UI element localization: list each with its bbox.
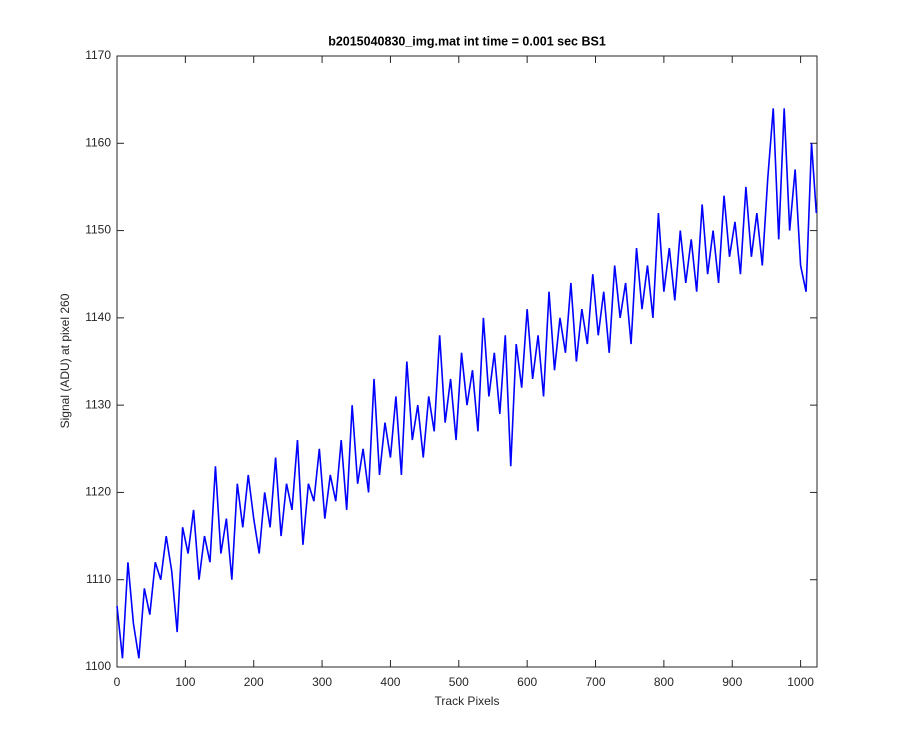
y-tick-label: 1140 — [85, 310, 111, 324]
x-tick-label: 600 — [517, 675, 537, 689]
x-axis-label: Track Pixels — [435, 694, 500, 708]
chart-title: b2015040830_img.mat int time = 0.001 sec… — [328, 34, 606, 48]
data-line — [116, 108, 818, 659]
y-tick-label: 1160 — [85, 135, 111, 149]
y-tick-label: 1120 — [85, 485, 111, 499]
plot-area — [116, 55, 818, 668]
x-tick-label: 200 — [244, 675, 264, 689]
x-tick-label: 300 — [312, 675, 332, 689]
x-tick-label: 700 — [586, 675, 606, 689]
y-tick-label: 1100 — [85, 659, 111, 673]
y-tick-label: 1150 — [85, 223, 111, 237]
x-tick-label: 500 — [449, 675, 469, 689]
x-tick-label: 1000 — [787, 675, 814, 689]
x-tick-label: 0 — [114, 675, 121, 689]
x-tick-label: 900 — [722, 675, 742, 689]
x-tick-label: 400 — [380, 675, 400, 689]
y-tick-label: 1130 — [85, 397, 111, 411]
y-axis-label: Signal (ADU) at pixel 260 — [58, 293, 72, 428]
x-tick-label: 800 — [654, 675, 674, 689]
y-tick-label: 1110 — [86, 572, 111, 586]
x-tick-label: 100 — [175, 675, 195, 689]
y-tick-label: 1170 — [85, 48, 111, 62]
